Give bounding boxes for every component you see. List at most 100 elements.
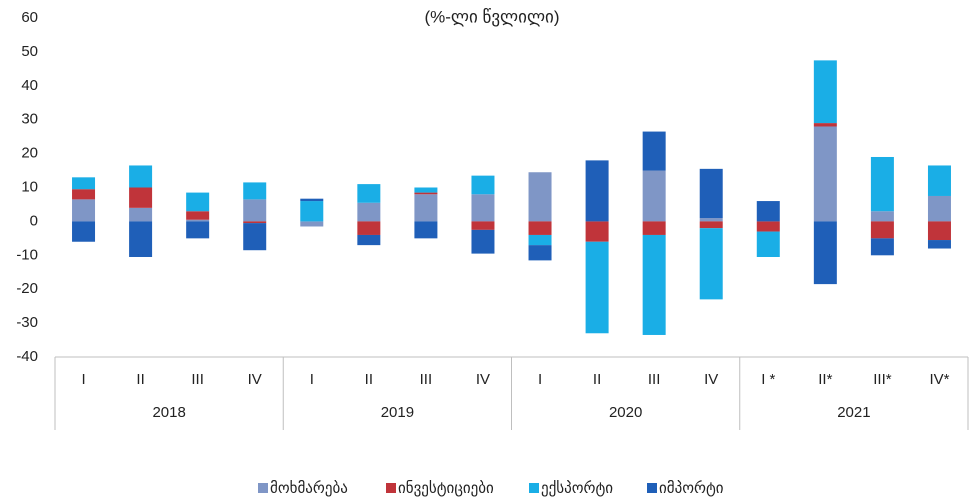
group-label: 2020: [609, 404, 642, 421]
chart-subtitle: (%-ლი წვლილი): [424, 7, 559, 26]
legend-label: ინვესტიციები: [398, 480, 494, 497]
y-tick-label: 50: [21, 43, 38, 60]
bar-segment: [528, 172, 552, 222]
legend-label: მოხმარება: [270, 480, 348, 497]
bar-segment: [357, 234, 381, 246]
bar-segment: [642, 131, 666, 171]
x-tick-label: IV*: [929, 371, 949, 388]
bar-segment: [870, 221, 894, 239]
bar-segment: [300, 221, 324, 227]
group-label: 2018: [152, 404, 185, 421]
bar-segment: [813, 123, 837, 127]
bar-segment: [813, 221, 837, 285]
bar-segment: [813, 126, 837, 222]
bar-segment: [927, 165, 951, 196]
x-tick-label: III: [420, 371, 433, 388]
bar-segment: [585, 241, 609, 334]
bar-segment: [300, 198, 324, 202]
bar-segment: [585, 160, 609, 222]
x-tick-label: II*: [818, 371, 832, 388]
y-tick-label: 10: [21, 178, 38, 195]
bar-segment: [243, 221, 267, 224]
y-tick-label: 40: [21, 77, 38, 94]
bar-segment: [414, 221, 438, 239]
bar-segment: [72, 189, 96, 200]
legend-swatch: [258, 483, 268, 493]
bar-segment: [129, 187, 153, 208]
bar-segment: [72, 199, 96, 222]
y-tick-label: -10: [16, 246, 38, 263]
bar-segment: [357, 202, 381, 222]
bar-segment: [642, 234, 666, 335]
x-tick-label: III: [191, 371, 204, 388]
legend-swatch: [386, 483, 396, 493]
bar-segment: [471, 194, 495, 222]
x-tick-label: I: [538, 371, 542, 388]
bar-segment: [414, 192, 438, 195]
x-tick-label: IV: [704, 371, 718, 388]
bar-segment: [870, 156, 894, 212]
bar-segment: [186, 219, 210, 222]
x-tick-label: I: [81, 371, 85, 388]
x-tick-label: IV: [248, 371, 262, 388]
bar-segment: [699, 221, 723, 229]
bar-segment: [186, 221, 210, 239]
bar-segment: [642, 170, 666, 222]
x-tick-label: II: [365, 371, 373, 388]
y-tick-label: -40: [16, 348, 38, 365]
legend-label: იმპორტი: [659, 480, 724, 497]
x-tick-label: III: [648, 371, 661, 388]
bar-segment: [756, 231, 780, 257]
bar-segment: [528, 221, 552, 235]
bar-segment: [243, 182, 267, 200]
y-tick-label: 30: [21, 111, 38, 128]
x-tick-label: II: [136, 371, 144, 388]
bar-segment: [471, 229, 495, 254]
bar-segment: [585, 221, 609, 242]
group-label: 2019: [381, 404, 414, 421]
bar-segment: [756, 221, 780, 232]
bar-segment: [243, 199, 267, 222]
bar-segment: [699, 218, 723, 222]
bar-segment: [129, 221, 153, 257]
bar-segment: [414, 194, 438, 222]
x-tick-label: II: [593, 371, 601, 388]
bar-segment: [186, 211, 210, 220]
legend-label: ექსპორტი: [541, 480, 613, 497]
bar-segment: [357, 221, 381, 235]
x-tick-label: I *: [761, 371, 775, 388]
bar-segment: [699, 168, 723, 219]
x-tick-label: III*: [873, 371, 892, 388]
bar-segment: [756, 201, 780, 222]
bar-segment: [414, 187, 438, 193]
x-tick-label: IV: [476, 371, 490, 388]
bar-segment: [927, 240, 951, 249]
x-tick-label: I: [310, 371, 314, 388]
legend-swatch: [529, 483, 539, 493]
bar-segment: [528, 245, 552, 261]
y-tick-label: 0: [30, 212, 38, 229]
y-tick-label: 60: [21, 9, 38, 26]
y-tick-label: -30: [16, 314, 38, 331]
bar-segment: [72, 221, 96, 242]
bar-segment: [813, 60, 837, 124]
bar-segment: [642, 221, 666, 235]
bar-segment: [243, 223, 267, 251]
bar-segment: [471, 221, 495, 230]
y-tick-label: -20: [16, 280, 38, 297]
bar-segment: [870, 211, 894, 222]
bar-segment: [927, 195, 951, 222]
bar-segment: [870, 238, 894, 256]
group-label: 2021: [837, 404, 870, 421]
bar-segment: [528, 234, 552, 246]
bar-segment: [300, 201, 324, 222]
bar-segment: [186, 192, 210, 212]
bar-segment: [699, 228, 723, 300]
y-tick-label: 20: [21, 145, 38, 162]
bar-segment: [72, 177, 96, 190]
bar-segment: [129, 165, 153, 188]
bar-segment: [927, 221, 951, 241]
bar-segment: [357, 184, 381, 203]
legend-swatch: [647, 483, 657, 493]
